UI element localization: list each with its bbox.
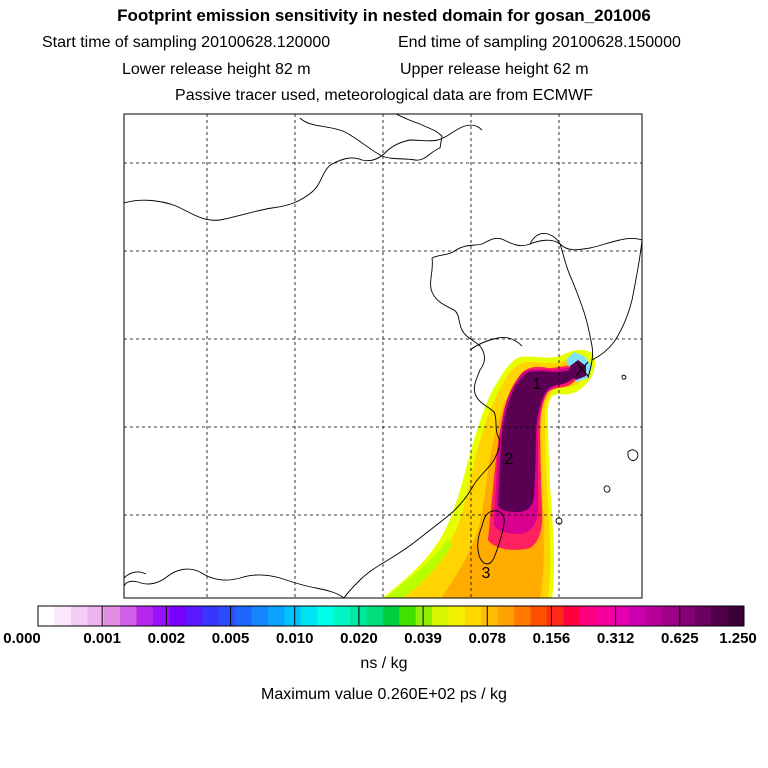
colorbar-label: 0.000 bbox=[3, 630, 41, 647]
upper-release-height-label: Upper release height 62 m bbox=[400, 61, 589, 78]
coast-korea-west bbox=[559, 243, 593, 379]
colorbar-swatch bbox=[596, 606, 614, 626]
colorbar-label: 0.010 bbox=[275, 630, 314, 647]
colorbar-swatch bbox=[267, 606, 285, 626]
colorbar-swatch bbox=[661, 606, 679, 626]
colorbar-swatch bbox=[169, 606, 187, 626]
colorbar-swatch bbox=[399, 606, 417, 626]
plume-layers bbox=[382, 349, 595, 598]
coast-bohai bbox=[431, 237, 642, 259]
colorbar-label: 0.156 bbox=[532, 630, 571, 647]
colorbar-swatch bbox=[514, 606, 532, 626]
colorbar-swatch bbox=[481, 606, 499, 626]
colorbar-swatch bbox=[448, 606, 466, 626]
coast-hainan-area bbox=[124, 571, 147, 579]
map-frame bbox=[123, 113, 643, 599]
colorbar-frame bbox=[37, 605, 745, 627]
colorbar-label: 0.078 bbox=[468, 630, 507, 647]
colorbar-label: 0.005 bbox=[211, 630, 250, 647]
colorbar-swatch bbox=[366, 606, 384, 626]
colorbar-swatch bbox=[464, 606, 482, 626]
colorbar-swatch bbox=[432, 606, 449, 626]
colorbar-label: 0.625 bbox=[661, 630, 699, 647]
colorbar-swatch bbox=[645, 606, 663, 626]
colorbar-swatch bbox=[251, 606, 269, 626]
colorbar-swatch bbox=[103, 606, 121, 626]
colorbar-swatch bbox=[136, 606, 154, 626]
colorbar-swatch bbox=[563, 606, 581, 626]
colorbar-label: 0.002 bbox=[147, 630, 186, 647]
colorbar-swatch bbox=[629, 606, 646, 626]
colorbar-swatch bbox=[152, 606, 170, 626]
island-kyushu bbox=[627, 449, 639, 461]
marker-3: 3 bbox=[482, 565, 491, 582]
plume-streak bbox=[386, 538, 452, 598]
colorbar-swatch bbox=[202, 606, 220, 626]
coast-china-east bbox=[343, 411, 501, 598]
island-tsushima bbox=[621, 374, 627, 380]
colorbar-label: 1.250 bbox=[719, 630, 757, 647]
maximum-value-label: Maximum value 0.260E+02 ps / kg bbox=[261, 686, 507, 703]
colorbar-swatch bbox=[727, 606, 745, 626]
coast-shandong bbox=[469, 337, 523, 351]
start-time-label: Start time of sampling 20100628.120000 bbox=[42, 34, 331, 51]
coast-korea-east bbox=[591, 239, 642, 361]
colorbar-swatch bbox=[235, 606, 252, 626]
colorbar-units: ns / kg bbox=[360, 655, 408, 672]
colorbar-label: 0.039 bbox=[404, 630, 442, 647]
colorbar-swatch bbox=[612, 606, 630, 626]
colorbar-swatch bbox=[120, 606, 138, 626]
colorbar-swatch bbox=[711, 606, 729, 626]
gridlines bbox=[124, 114, 642, 598]
colorbar-swatch bbox=[678, 606, 696, 626]
colorbar bbox=[37, 605, 745, 627]
island-ryukyu-1 bbox=[603, 485, 611, 493]
coastlines bbox=[124, 114, 642, 598]
island-ryukyu-2 bbox=[555, 517, 563, 525]
colorbar-swatch bbox=[185, 606, 203, 626]
plume-core bbox=[498, 369, 578, 512]
colorbar-swatch bbox=[579, 606, 597, 626]
receptor-marker bbox=[575, 361, 589, 377]
coast-south-china bbox=[124, 568, 345, 598]
colorbar-label: 0.312 bbox=[596, 630, 635, 647]
colorbar-swatch bbox=[38, 606, 55, 626]
colorbar-swatch bbox=[333, 606, 351, 626]
colorbar-swatch bbox=[54, 606, 72, 626]
coast-taiwan bbox=[477, 510, 505, 565]
colorbar-swatch bbox=[415, 606, 433, 626]
border-north bbox=[299, 114, 443, 161]
colorbar-label: 0.001 bbox=[83, 630, 121, 647]
colorbar-swatch bbox=[300, 606, 318, 626]
colorbar-swatch bbox=[87, 606, 105, 626]
coast-liaodong bbox=[430, 257, 495, 413]
colorbar-swatch bbox=[382, 606, 400, 626]
border-mongolia bbox=[124, 124, 483, 221]
colorbar-swatch bbox=[694, 606, 712, 626]
marker-1: 1 bbox=[533, 376, 542, 393]
lower-release-height-label: Lower release height 82 m bbox=[122, 61, 311, 78]
colorbar-swatch bbox=[218, 606, 236, 626]
border-china-korea bbox=[529, 233, 561, 245]
colorbar-label: 0.020 bbox=[340, 630, 378, 647]
colorbar-swatch bbox=[546, 606, 564, 626]
plume-tip-core bbox=[568, 360, 586, 380]
colorbar-swatch bbox=[284, 606, 302, 626]
end-time-label: End time of sampling 20100628.150000 bbox=[398, 34, 681, 51]
colorbar-swatch bbox=[530, 606, 548, 626]
tracer-info-label: Passive tracer used, meteorological data… bbox=[175, 87, 593, 104]
marker-2: 2 bbox=[505, 451, 514, 468]
colorbar-swatch bbox=[317, 606, 335, 626]
plot-title: Footprint emission sensitivity in nested… bbox=[117, 6, 651, 25]
colorbar-swatch bbox=[497, 606, 515, 626]
colorbar-swatch bbox=[70, 606, 88, 626]
